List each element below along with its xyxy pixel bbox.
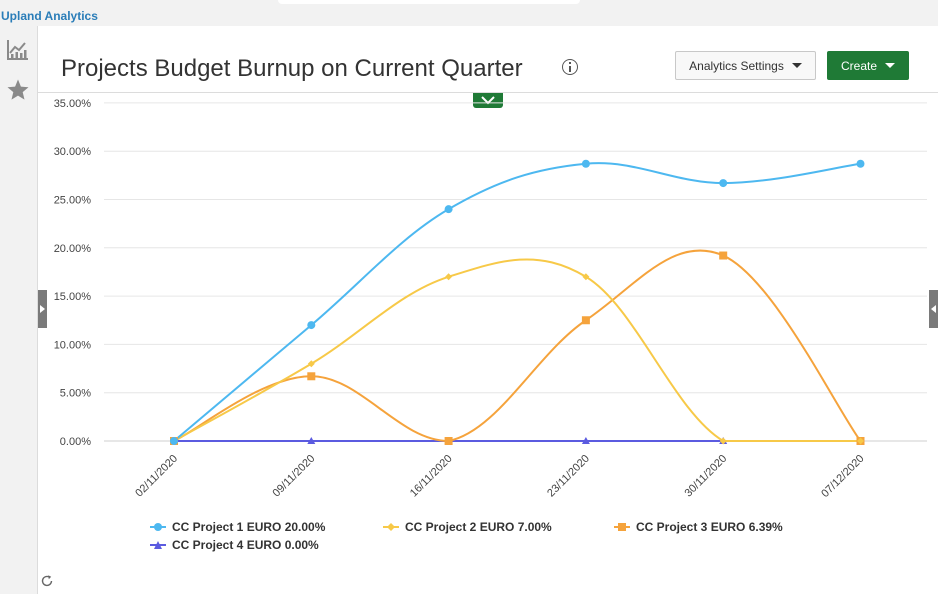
collapse-header-toggle[interactable] [473, 93, 503, 108]
legend-item-project-3[interactable]: CC Project 3 EURO 6.39% [614, 520, 783, 534]
legend-item-project-2[interactable]: CC Project 2 EURO 7.00% [383, 520, 552, 534]
y-tick-label: 30.00% [54, 146, 92, 158]
x-tick-label: 02/11/2020 [133, 453, 180, 500]
create-button[interactable]: Create [827, 51, 909, 80]
brand-logo-text[interactable]: Upland Analytics [1, 9, 98, 23]
series-line-1 [173, 162, 861, 442]
legend-label: CC Project 1 EURO 20.00% [172, 520, 326, 534]
legend-item-project-1[interactable]: CC Project 1 EURO 20.00% [150, 520, 325, 534]
data-point-series-4 [444, 437, 453, 444]
caret-down-icon [791, 63, 802, 68]
info-icon[interactable] [562, 59, 578, 75]
right-panel-handle[interactable] [929, 290, 938, 328]
data-point-series-4 [856, 437, 865, 444]
data-point-series-4 [719, 437, 728, 444]
x-tick-label: 23/11/2020 [545, 453, 592, 500]
analytics-settings-button[interactable]: Analytics Settings [675, 51, 816, 80]
data-point-series-3 [719, 251, 728, 260]
chevron-right-icon [40, 305, 45, 313]
data-point-series-3 [170, 437, 178, 445]
top-bar: Upland Analytics [0, 0, 938, 26]
top-search-tab[interactable] [278, 0, 580, 4]
refresh-icon[interactable] [40, 574, 54, 588]
y-tick-label: 20.00% [54, 243, 92, 255]
series-line-3 [173, 249, 862, 443]
data-point-series-2 [307, 360, 315, 368]
y-tick-label: 0.00% [60, 436, 91, 448]
data-point-series-3 [856, 437, 865, 445]
data-point-series-1 [719, 179, 728, 188]
data-point-series-2 [582, 273, 590, 281]
data-point-series-2 [857, 437, 864, 445]
data-point-series-3 [581, 316, 590, 325]
data-point-series-3 [444, 437, 453, 445]
y-tick-label: 35.00% [54, 98, 92, 110]
data-point-series-3 [307, 372, 316, 381]
chart-icon[interactable] [6, 38, 30, 62]
left-panel-handle[interactable] [38, 290, 47, 328]
legend-label: CC Project 3 EURO 6.39% [636, 520, 783, 534]
left-rail [0, 26, 38, 594]
data-point-series-1 [307, 321, 316, 330]
legend-item-project-4[interactable]: CC Project 4 EURO 0.00% [150, 538, 319, 552]
analytics-settings-label: Analytics Settings [689, 58, 784, 73]
x-tick-label: 09/11/2020 [271, 453, 318, 500]
data-point-series-1 [581, 159, 590, 168]
data-point-series-2 [170, 437, 178, 445]
data-point-series-2 [719, 437, 727, 445]
legend-label: CC Project 4 EURO 0.00% [172, 538, 319, 552]
y-tick-label: 25.00% [54, 195, 92, 207]
data-point-series-4 [170, 437, 178, 444]
chevron-left-icon [931, 305, 936, 313]
data-point-series-1 [856, 159, 865, 168]
star-icon[interactable] [6, 78, 30, 102]
caret-down-icon [885, 63, 896, 68]
x-tick-label: 30/11/2020 [682, 453, 729, 500]
header-divider [38, 92, 938, 93]
data-point-series-4 [581, 437, 590, 444]
create-label: Create [840, 58, 878, 73]
legend-label: CC Project 2 EURO 7.00% [405, 520, 552, 534]
y-tick-label: 15.00% [54, 291, 92, 303]
series-line-2 [173, 258, 861, 443]
data-point-series-2 [445, 273, 453, 281]
y-tick-label: 10.00% [54, 339, 92, 351]
data-point-series-4 [307, 437, 316, 444]
data-point-series-1 [170, 437, 178, 445]
data-point-series-1 [444, 205, 453, 214]
x-tick-label: 07/12/2020 [819, 453, 866, 500]
y-tick-label: 5.00% [60, 388, 91, 400]
page-title: Projects Budget Burnup on Current Quarte… [61, 55, 523, 82]
chevron-down-icon [481, 96, 495, 105]
x-tick-label: 16/11/2020 [408, 453, 455, 500]
